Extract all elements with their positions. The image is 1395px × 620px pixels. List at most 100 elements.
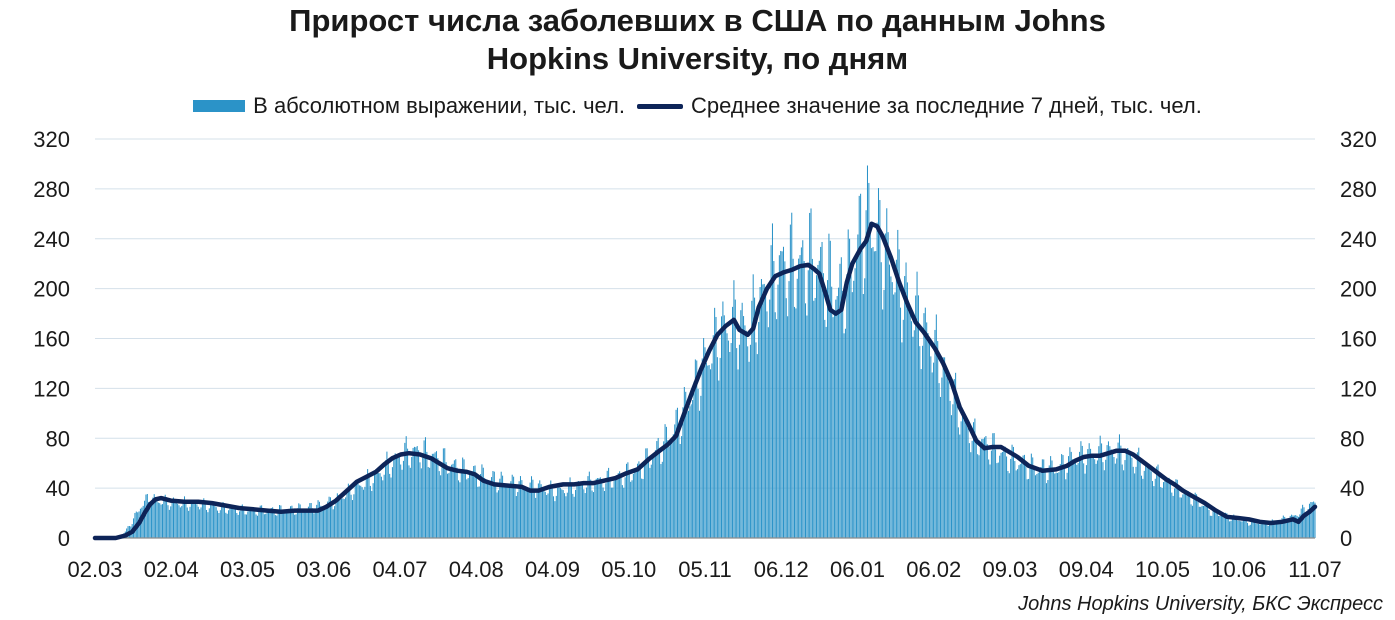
bar <box>1118 434 1120 538</box>
bar <box>758 322 760 538</box>
bar <box>729 351 731 538</box>
bar <box>535 497 537 538</box>
bar <box>305 509 307 538</box>
bar <box>386 451 388 538</box>
bar <box>379 473 381 538</box>
y-tick-label-right: 240 <box>1340 227 1377 252</box>
bar <box>274 515 276 538</box>
bar <box>718 380 720 538</box>
bar <box>126 528 128 538</box>
bar <box>1264 521 1266 538</box>
bar <box>851 292 853 538</box>
bar <box>924 307 926 538</box>
bar <box>822 273 824 538</box>
bar <box>572 493 574 538</box>
bar <box>1094 459 1096 538</box>
bar <box>1196 494 1198 538</box>
bar <box>1006 456 1008 538</box>
bar <box>1083 463 1085 538</box>
bar <box>756 354 758 538</box>
bar <box>842 290 844 538</box>
bar <box>1182 494 1184 538</box>
bar <box>868 182 870 539</box>
bar <box>1242 520 1244 538</box>
bar <box>451 464 453 538</box>
bar <box>307 506 309 538</box>
bar <box>1032 457 1034 538</box>
bar <box>1267 525 1269 538</box>
bar <box>462 457 464 538</box>
bar <box>134 512 136 538</box>
bar <box>613 480 615 538</box>
bar <box>453 460 455 538</box>
bar <box>339 498 341 538</box>
bar <box>634 470 636 538</box>
bar <box>798 258 800 538</box>
bar <box>1099 435 1101 538</box>
y-tick-label-right: 120 <box>1340 376 1377 401</box>
bar <box>949 400 951 538</box>
bar <box>393 455 395 538</box>
bar <box>890 276 892 538</box>
bar <box>262 510 264 538</box>
bar <box>486 482 488 538</box>
bar <box>119 536 121 538</box>
series-line-7day-average <box>92 221 1318 541</box>
bar <box>325 505 327 538</box>
bar <box>1066 472 1068 538</box>
bar <box>654 450 656 538</box>
bar <box>1314 502 1316 538</box>
bar <box>818 260 820 538</box>
bar <box>886 208 888 539</box>
bar <box>1058 472 1060 538</box>
bar <box>888 264 891 538</box>
bar <box>117 536 119 538</box>
bar <box>836 296 838 538</box>
bar <box>752 274 754 538</box>
bar <box>683 387 685 538</box>
bar <box>732 306 734 538</box>
bar <box>635 468 637 538</box>
bar <box>643 463 645 538</box>
bar <box>543 489 545 538</box>
bar <box>982 438 984 538</box>
bar <box>1174 488 1176 538</box>
bar <box>376 471 378 538</box>
bar <box>342 498 344 538</box>
chart-title-line-1: Прирост числа заболевших в США по данным… <box>289 3 1106 38</box>
bar <box>199 509 201 538</box>
bar <box>537 483 539 538</box>
bar <box>747 346 749 538</box>
bar <box>681 436 683 538</box>
bar <box>835 299 837 538</box>
bar <box>1073 461 1075 538</box>
bar <box>800 247 802 538</box>
bar <box>313 513 315 538</box>
bar <box>971 440 973 538</box>
chart-title: Прирост числа заболевших в США по данным… <box>0 2 1395 78</box>
bar <box>382 480 384 538</box>
bar <box>740 310 742 538</box>
x-tick-label: 03.05 <box>220 557 275 582</box>
x-tick-label: 06.01 <box>830 557 885 582</box>
bar <box>1288 519 1290 538</box>
bar <box>284 512 286 538</box>
bar <box>547 493 549 538</box>
bar <box>933 362 935 538</box>
bar <box>776 319 778 538</box>
bar <box>309 503 311 538</box>
bar <box>590 479 592 538</box>
bar <box>405 436 407 538</box>
bar <box>544 491 546 538</box>
bar <box>1205 504 1207 538</box>
x-tick-label: 10.06 <box>1211 557 1266 582</box>
bar <box>524 487 526 538</box>
bar <box>1019 464 1021 538</box>
bar <box>204 502 206 538</box>
bar <box>448 473 450 538</box>
bar <box>555 495 557 538</box>
bar <box>153 494 155 538</box>
bar <box>1306 513 1308 538</box>
bar <box>872 247 874 538</box>
bar <box>900 307 902 538</box>
